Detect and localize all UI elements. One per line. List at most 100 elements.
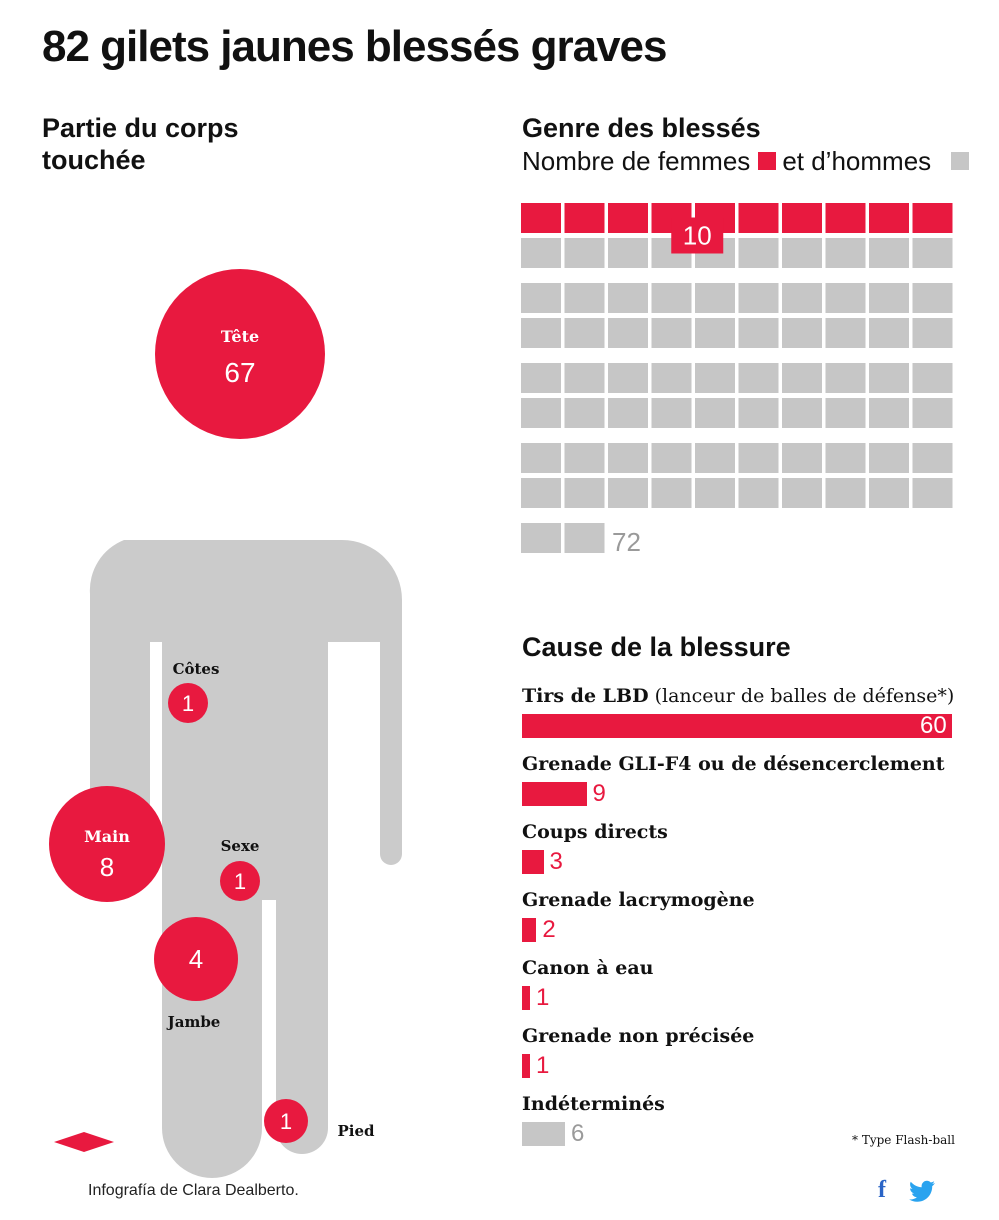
bubble-value-main: 8 — [100, 852, 114, 882]
bubble-tete — [155, 269, 325, 439]
cause-item: Grenade non précisée 1 — [522, 1024, 962, 1080]
waffle-cell-man — [695, 443, 735, 473]
legend-women-label: Nombre de femmes — [522, 145, 751, 176]
legend-women-swatch — [758, 152, 777, 170]
cause-label: Coups directs — [522, 820, 962, 844]
waffle-cell-man — [738, 443, 779, 473]
waffle-cell-man — [564, 443, 605, 473]
waffle-cell-man — [608, 363, 648, 393]
waffle-cell-woman — [825, 203, 866, 233]
waffle-cell-man — [738, 283, 779, 313]
bubble-value-jambe: 4 — [189, 944, 203, 974]
legend-men-label: et d’hommes — [782, 145, 932, 176]
cause-bar — [522, 714, 952, 738]
body-section-title: Partie du corps touchée — [42, 112, 239, 176]
waffle-cell-man — [651, 478, 692, 508]
waffle-cell-man — [651, 318, 692, 348]
diamond-icon — [54, 1132, 114, 1152]
waffle-cell-woman — [912, 203, 953, 233]
waffle-cell-man — [738, 398, 779, 428]
bubble-value-pied: 1 — [280, 1109, 292, 1134]
cause-value: 1 — [536, 1052, 550, 1079]
cause-label: Grenade lacrymogène — [522, 888, 962, 912]
cause-bar — [522, 782, 587, 806]
cause-value: 60 — [920, 712, 947, 739]
cause-label: Tirs de LBD (lanceur de balles de défens… — [522, 684, 962, 708]
bubble-sexe — [220, 861, 260, 901]
footnote: * Type Flash-ball — [852, 1133, 955, 1147]
cause-item: Tirs de LBD (lanceur de balles de défens… — [522, 684, 962, 740]
waffle-cell-man — [912, 283, 953, 313]
waffle-cell-man — [564, 318, 605, 348]
cause-bar — [522, 1054, 530, 1078]
waffle-cell-man — [651, 398, 692, 428]
waffle-cell-woman — [521, 203, 561, 233]
waffle-cell-man — [564, 283, 605, 313]
waffle-cell-man — [695, 478, 735, 508]
waffle-cell-man — [782, 398, 822, 428]
waffle-cell-man — [651, 443, 692, 473]
waffle-cell-man — [825, 478, 866, 508]
waffle-men-count: 72 — [612, 527, 641, 557]
cause-label: Canon à eau — [522, 956, 962, 980]
waffle-cell-man — [651, 363, 692, 393]
cause-label-text: Grenade lacrymogène — [522, 889, 755, 911]
bubble-value-cotes: 1 — [182, 691, 194, 716]
cause-label: Grenade non précisée — [522, 1024, 962, 1048]
bubble-value-tete: 67 — [224, 357, 255, 388]
cause-label: Grenade GLI-F4 ou de désencerclement — [522, 752, 962, 776]
bubble-jambe — [154, 917, 238, 1001]
waffle-cell-man — [521, 478, 561, 508]
waffle-cell-man — [738, 363, 779, 393]
cause-item: Indéterminés 6 — [522, 1092, 962, 1148]
cause-item: Grenade lacrymogène 2 — [522, 888, 962, 944]
body-section-title-line1: Partie du corps — [42, 113, 239, 143]
cause-value: 9 — [592, 780, 606, 807]
cause-item: Coups directs 3 — [522, 820, 962, 876]
waffle-cell-man — [521, 523, 561, 553]
waffle-cell-man — [564, 238, 605, 268]
waffle-cell-man — [869, 283, 909, 313]
twitter-icon[interactable] — [908, 1180, 936, 1202]
credit: Infografía de Clara Dealberto. — [88, 1182, 299, 1199]
bubble-label-jambe: Jambe — [166, 1013, 221, 1031]
waffle-cell-man — [869, 318, 909, 348]
waffle-cell-man — [869, 478, 909, 508]
body-section-title-line2: touchée — [42, 145, 146, 175]
waffle-cell-man — [521, 283, 561, 313]
waffle-women-label-bg — [671, 217, 724, 254]
bubble-label-sexe: Sexe — [221, 837, 260, 855]
waffle-cell-man — [825, 318, 866, 348]
cause-bar — [522, 1122, 565, 1146]
gender-waffle-chart: 10 72 — [521, 203, 953, 557]
body-silhouette — [89, 540, 403, 1178]
waffle-cell-man — [825, 443, 866, 473]
waffle-cell-man — [608, 318, 648, 348]
waffle-cell-woman — [782, 203, 822, 233]
cause-label-text: Grenade non précisée — [522, 1025, 755, 1047]
waffle-cell-man — [521, 238, 561, 268]
waffle-cell-man — [738, 318, 779, 348]
cause-label-text: Grenade GLI-F4 ou de désencerclement — [522, 753, 945, 775]
waffle-cell-woman — [738, 203, 779, 233]
waffle-cell-man — [869, 398, 909, 428]
cause-item: Canon à eau 1 — [522, 956, 962, 1012]
waffle-cell-man — [912, 363, 953, 393]
waffle-cell-man — [912, 238, 953, 268]
waffle-cell-man — [608, 398, 648, 428]
bubble-label-cotes: Côtes — [173, 660, 220, 678]
facebook-icon[interactable]: f — [878, 1177, 886, 1203]
waffle-cell-man — [608, 443, 648, 473]
waffle-cell-man — [608, 478, 648, 508]
cause-section-title: Cause de la blessure — [522, 632, 791, 662]
waffle-cell-man — [782, 238, 822, 268]
waffle-cell-man — [825, 363, 866, 393]
waffle-cell-man — [825, 398, 866, 428]
waffle-cell-man — [912, 318, 953, 348]
waffle-cell-woman — [564, 203, 605, 233]
page-title: 82 gilets jaunes blessés graves — [42, 22, 667, 71]
cause-label: Indéterminés — [522, 1092, 962, 1116]
waffle-cell-man — [695, 318, 735, 348]
cause-label-note: (lanceur de balles de défense*) — [648, 685, 955, 707]
waffle-cell-man — [564, 478, 605, 508]
